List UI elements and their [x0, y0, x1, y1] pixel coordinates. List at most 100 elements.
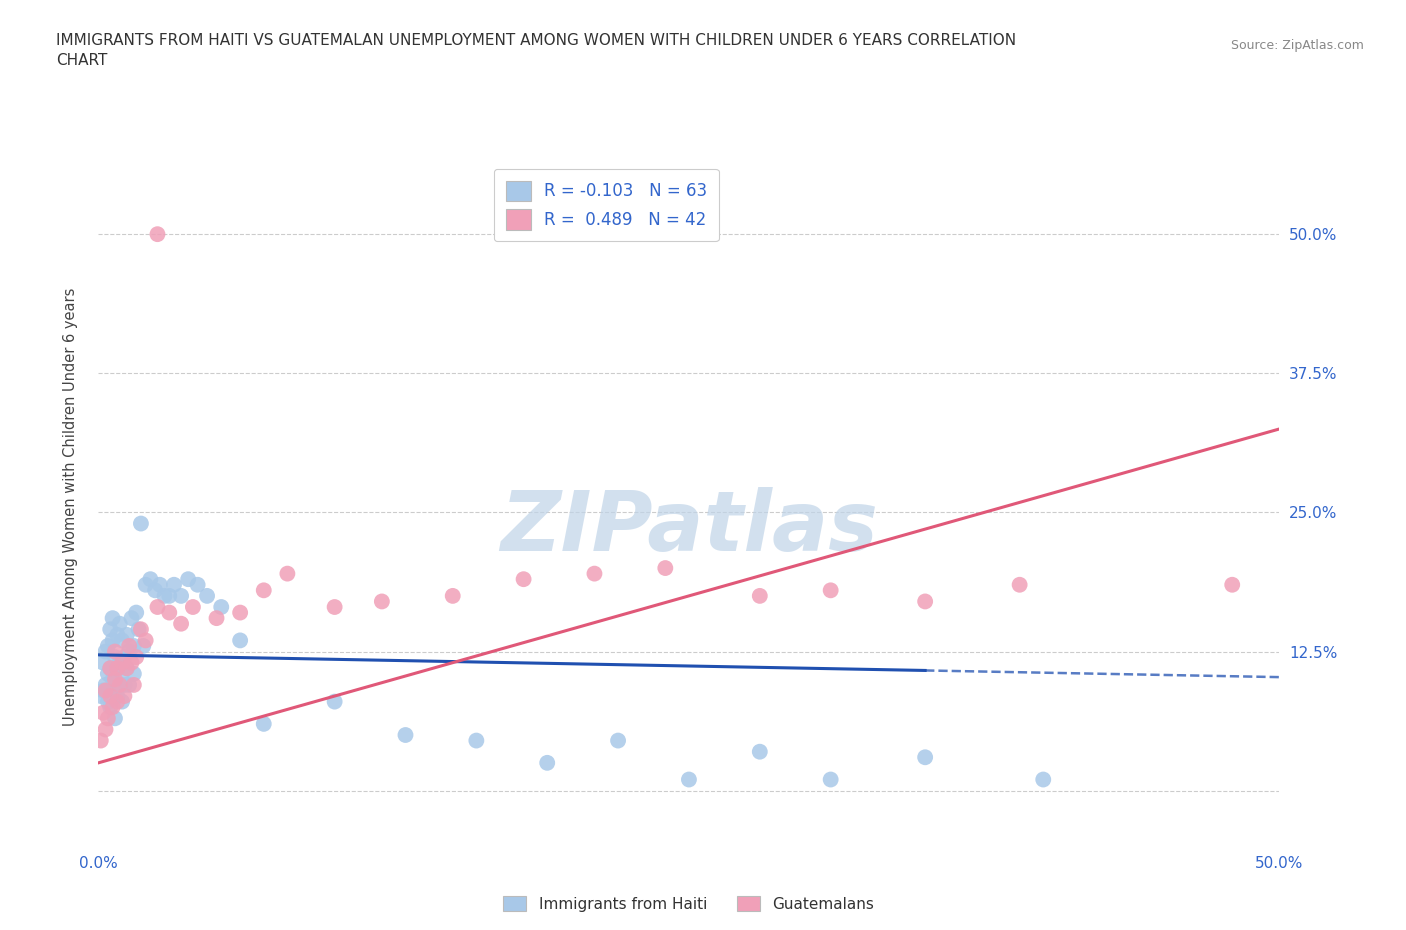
Point: [132, 639, 155, 654]
Text: CHART: CHART: [56, 53, 108, 68]
Point: [118, 644, 141, 659]
Point: [101, 611, 124, 626]
Point: [149, 578, 172, 592]
Point: [97, 667, 120, 682]
Point: [98, 688, 121, 703]
Point: [143, 583, 166, 598]
Point: [253, 583, 276, 598]
Point: [748, 589, 770, 604]
Point: [105, 661, 128, 676]
Point: [91, 705, 114, 720]
Text: ZIPatlas: ZIPatlas: [501, 486, 877, 567]
Point: [146, 227, 169, 242]
Point: [229, 605, 252, 620]
Point: [108, 617, 131, 631]
Point: [125, 605, 148, 620]
Text: IMMIGRANTS FROM HAITI VS GUATEMALAN UNEMPLOYMENT AMONG WOMEN WITH CHILDREN UNDER: IMMIGRANTS FROM HAITI VS GUATEMALAN UNEM…: [56, 33, 1017, 47]
Point: [394, 727, 416, 742]
Point: [678, 772, 700, 787]
Point: [914, 750, 936, 764]
Point: [104, 683, 127, 698]
Point: [323, 600, 346, 615]
Point: [129, 516, 152, 531]
Point: [607, 733, 630, 748]
Point: [1032, 772, 1054, 787]
Point: [465, 733, 488, 748]
Point: [90, 733, 112, 748]
Point: [101, 699, 124, 714]
Point: [276, 566, 298, 581]
Point: [104, 711, 127, 725]
Point: [205, 611, 228, 626]
Point: [112, 650, 135, 665]
Point: [111, 656, 134, 671]
Point: [91, 683, 114, 698]
Point: [135, 578, 157, 592]
Point: [97, 639, 120, 654]
Point: [108, 677, 131, 692]
Point: [820, 583, 842, 598]
Point: [94, 644, 117, 659]
Point: [1220, 578, 1243, 592]
Point: [121, 611, 143, 626]
Point: [441, 589, 464, 604]
Point: [157, 605, 180, 620]
Legend: R = -0.103   N = 63, R =  0.489   N = 42: R = -0.103 N = 63, R = 0.489 N = 42: [494, 169, 718, 241]
Point: [748, 744, 770, 759]
Point: [105, 628, 128, 643]
Point: [98, 699, 121, 714]
Point: [122, 667, 145, 682]
Point: [91, 656, 114, 671]
Point: [108, 656, 131, 671]
Point: [125, 650, 148, 665]
Point: [111, 633, 134, 648]
Text: Source: ZipAtlas.com: Source: ZipAtlas.com: [1230, 39, 1364, 52]
Point: [583, 566, 606, 581]
Point: [115, 661, 138, 676]
Point: [105, 694, 128, 709]
Point: [104, 650, 127, 665]
Point: [170, 589, 193, 604]
Legend: Immigrants from Haiti, Guatemalans: Immigrants from Haiti, Guatemalans: [498, 889, 880, 918]
Point: [170, 617, 193, 631]
Point: [1008, 578, 1031, 592]
Point: [121, 656, 143, 671]
Point: [153, 589, 176, 604]
Point: [163, 578, 186, 592]
Point: [97, 694, 120, 709]
Point: [108, 677, 131, 692]
Y-axis label: Unemployment Among Women with Children Under 6 years: Unemployment Among Women with Children U…: [63, 287, 77, 726]
Point: [98, 661, 121, 676]
Point: [112, 677, 135, 692]
Point: [157, 589, 180, 604]
Point: [122, 677, 145, 692]
Point: [139, 572, 162, 587]
Point: [98, 661, 121, 676]
Point: [820, 772, 842, 787]
Point: [94, 722, 117, 737]
Point: [323, 694, 346, 709]
Point: [536, 755, 558, 770]
Point: [105, 688, 128, 703]
Point: [209, 600, 232, 615]
Point: [129, 622, 152, 637]
Point: [94, 677, 117, 692]
Point: [187, 578, 209, 592]
Point: [111, 694, 134, 709]
Point: [146, 600, 169, 615]
Point: [98, 622, 121, 637]
Point: [371, 594, 394, 609]
Point: [118, 639, 141, 654]
Point: [914, 594, 936, 609]
Point: [253, 716, 276, 731]
Point: [104, 644, 127, 659]
Point: [181, 600, 204, 615]
Point: [97, 711, 120, 725]
Point: [101, 633, 124, 648]
Point: [115, 661, 138, 676]
Point: [654, 561, 676, 576]
Point: [512, 572, 534, 587]
Point: [115, 628, 138, 643]
Point: [105, 661, 128, 676]
Point: [90, 688, 112, 703]
